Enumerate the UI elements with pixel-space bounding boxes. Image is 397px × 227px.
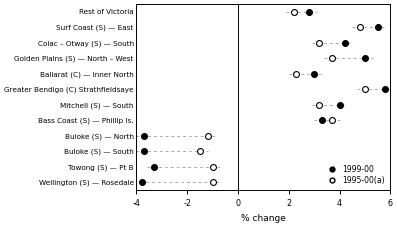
Point bbox=[210, 181, 216, 184]
Point bbox=[329, 119, 335, 122]
Point bbox=[311, 72, 317, 76]
Point bbox=[141, 150, 147, 153]
Point bbox=[329, 57, 335, 60]
Point bbox=[204, 134, 211, 138]
Point bbox=[336, 103, 343, 107]
Point bbox=[293, 72, 300, 76]
Point bbox=[151, 165, 157, 169]
Point bbox=[210, 165, 216, 169]
X-axis label: % change: % change bbox=[241, 214, 286, 223]
Point bbox=[316, 103, 322, 107]
Point bbox=[319, 119, 325, 122]
Point bbox=[291, 10, 297, 14]
Point bbox=[316, 41, 322, 45]
Point bbox=[382, 88, 388, 91]
Point bbox=[374, 26, 381, 29]
Point bbox=[141, 134, 147, 138]
Point bbox=[362, 88, 368, 91]
Point bbox=[341, 41, 348, 45]
Legend: 1999-00, 1995-00(a): 1999-00, 1995-00(a) bbox=[323, 163, 387, 186]
Point bbox=[306, 10, 312, 14]
Point bbox=[138, 181, 145, 184]
Point bbox=[362, 57, 368, 60]
Point bbox=[357, 26, 363, 29]
Point bbox=[197, 150, 203, 153]
